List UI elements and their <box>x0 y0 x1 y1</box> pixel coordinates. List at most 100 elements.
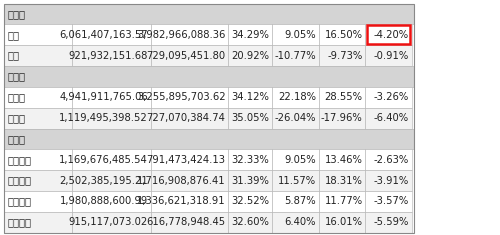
Bar <box>366 25 410 44</box>
Bar <box>4 4 414 24</box>
Text: 13.46%: 13.46% <box>324 155 362 165</box>
Text: 华中地区: 华中地区 <box>8 196 32 206</box>
Bar <box>72 212 150 233</box>
Text: -0.91%: -0.91% <box>374 51 409 61</box>
Text: 921,932,151.68: 921,932,151.68 <box>68 51 148 61</box>
Bar <box>150 149 228 170</box>
Bar <box>272 212 318 233</box>
Bar <box>228 24 272 45</box>
Bar <box>150 45 228 66</box>
Text: 32.52%: 32.52% <box>232 196 270 206</box>
Bar <box>4 191 71 212</box>
Text: 分地区: 分地区 <box>8 134 26 144</box>
Bar <box>365 24 412 45</box>
Text: 洁具: 洁具 <box>8 51 20 61</box>
Bar <box>150 170 228 191</box>
Bar <box>318 87 365 108</box>
Bar <box>365 149 412 170</box>
Text: 31.39%: 31.39% <box>232 176 270 186</box>
Text: 22.18%: 22.18% <box>278 92 316 102</box>
Text: -3.91%: -3.91% <box>374 176 409 186</box>
Text: 34.29%: 34.29% <box>232 30 270 40</box>
Text: 华南地区: 华南地区 <box>8 176 32 186</box>
Text: 729,095,451.80: 729,095,451.80 <box>146 51 226 61</box>
Bar <box>272 170 318 191</box>
Text: 6.40%: 6.40% <box>284 217 316 227</box>
Bar <box>228 149 272 170</box>
Bar <box>150 87 228 108</box>
Bar <box>272 149 318 170</box>
Bar <box>228 212 272 233</box>
Text: 11.77%: 11.77% <box>324 196 362 206</box>
Bar <box>72 149 150 170</box>
Text: 无釉砖: 无釉砖 <box>8 113 26 123</box>
Bar <box>4 170 71 191</box>
Bar <box>150 212 228 233</box>
Bar <box>318 191 365 212</box>
Bar <box>365 212 412 233</box>
Bar <box>4 24 71 45</box>
Text: 5.87%: 5.87% <box>284 196 316 206</box>
Bar <box>150 24 228 45</box>
Text: 1,119,495,398.52: 1,119,495,398.52 <box>60 113 148 123</box>
Text: 9.05%: 9.05% <box>284 30 316 40</box>
Text: 分产品: 分产品 <box>8 71 26 82</box>
Bar <box>365 170 412 191</box>
Bar <box>4 212 71 233</box>
Bar <box>4 87 71 108</box>
Text: 1,169,676,485.54: 1,169,676,485.54 <box>60 155 148 165</box>
Bar <box>4 66 414 87</box>
Bar <box>4 149 71 170</box>
Bar <box>318 149 365 170</box>
Text: 28.55%: 28.55% <box>324 92 362 102</box>
Text: -3.57%: -3.57% <box>374 196 409 206</box>
Bar <box>272 24 318 45</box>
Text: 32.33%: 32.33% <box>232 155 270 165</box>
Text: 西南地区: 西南地区 <box>8 217 32 227</box>
Bar <box>72 45 150 66</box>
Text: 6,061,407,163.57: 6,061,407,163.57 <box>60 30 148 40</box>
Bar <box>318 212 365 233</box>
Bar <box>228 191 272 212</box>
Text: 616,778,948.45: 616,778,948.45 <box>146 217 226 227</box>
Text: -6.40%: -6.40% <box>374 113 409 123</box>
Text: -10.77%: -10.77% <box>274 51 316 61</box>
Text: 3,255,895,703.62: 3,255,895,703.62 <box>137 92 226 102</box>
Bar <box>365 108 412 129</box>
Bar <box>365 45 412 66</box>
Bar <box>318 108 365 129</box>
Text: 2,502,385,195.21: 2,502,385,195.21 <box>60 176 148 186</box>
Bar <box>72 170 150 191</box>
Bar <box>272 108 318 129</box>
Bar <box>150 191 228 212</box>
Bar <box>365 87 412 108</box>
Text: -4.20%: -4.20% <box>374 30 409 40</box>
Text: 华北地区: 华北地区 <box>8 155 32 165</box>
Text: 3,982,966,088.36: 3,982,966,088.36 <box>137 30 226 40</box>
Bar <box>4 45 71 66</box>
Bar <box>4 4 414 233</box>
Bar <box>150 108 228 129</box>
Text: 有釉砖: 有釉砖 <box>8 92 26 102</box>
Text: 791,473,424.13: 791,473,424.13 <box>146 155 226 165</box>
Bar <box>318 45 365 66</box>
Bar <box>272 45 318 66</box>
Bar <box>4 129 414 149</box>
Text: -2.63%: -2.63% <box>374 155 409 165</box>
Text: 18.31%: 18.31% <box>324 176 362 186</box>
Bar <box>272 87 318 108</box>
Bar <box>228 108 272 129</box>
Text: 34.12%: 34.12% <box>232 92 270 102</box>
Bar <box>228 170 272 191</box>
Text: 1,980,888,600.99: 1,980,888,600.99 <box>60 196 148 206</box>
Text: 11.57%: 11.57% <box>278 176 316 186</box>
Text: 1,336,621,318.91: 1,336,621,318.91 <box>137 196 226 206</box>
Text: 1,716,908,876.41: 1,716,908,876.41 <box>137 176 226 186</box>
Text: 32.60%: 32.60% <box>232 217 270 227</box>
Text: 35.05%: 35.05% <box>232 113 270 123</box>
Text: -3.26%: -3.26% <box>374 92 409 102</box>
Text: 分行业: 分行业 <box>8 9 26 19</box>
Text: 16.01%: 16.01% <box>324 217 362 227</box>
Text: 9.05%: 9.05% <box>284 155 316 165</box>
Text: 4,941,911,765.06: 4,941,911,765.06 <box>60 92 148 102</box>
